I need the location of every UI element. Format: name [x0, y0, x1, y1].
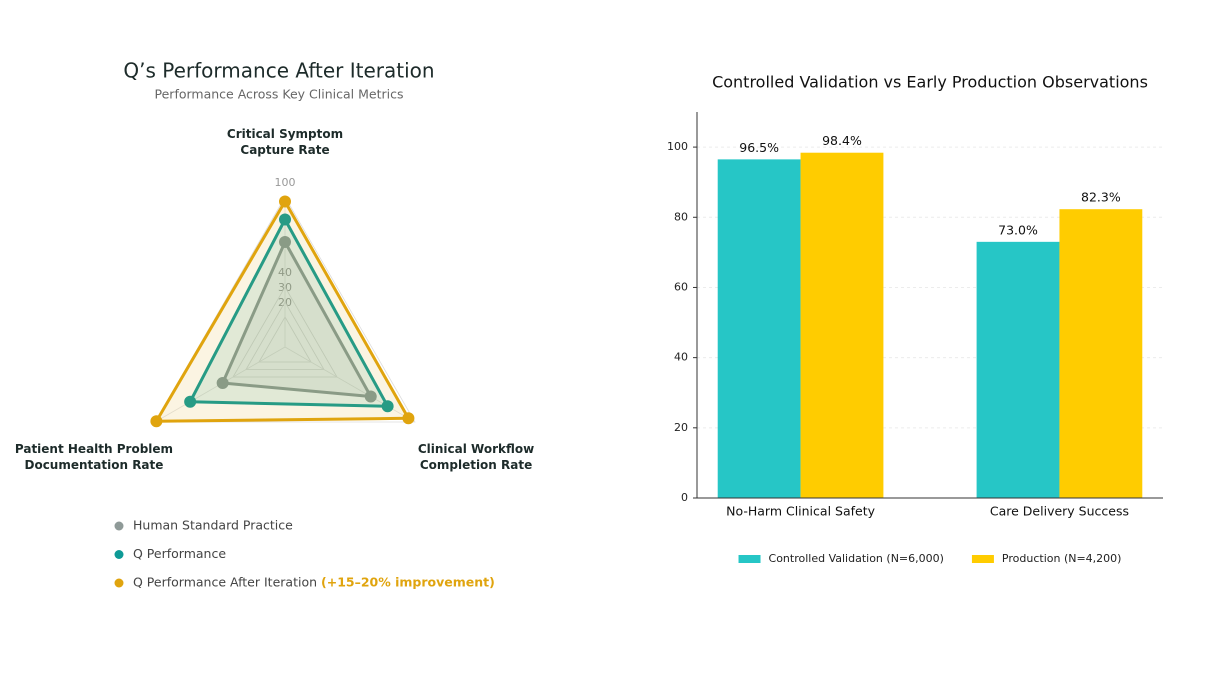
bar [717, 159, 801, 498]
legend-marker [114, 550, 124, 559]
y-tick-label: 80 [674, 210, 688, 223]
axis-label: Patient Health Problem Documentation Rat… [14, 442, 174, 473]
legend-swatch [738, 555, 761, 563]
radar-area [221, 240, 373, 398]
radar-area [154, 200, 410, 423]
x-tick-label: Care Delivery Success [990, 504, 1129, 519]
legend-label: Human Standard Practice [133, 518, 293, 533]
bar [976, 241, 1060, 498]
radar-point [150, 415, 163, 428]
y-tick-label: 40 [674, 351, 688, 364]
radar-point [364, 390, 377, 403]
radar-title: Q’s Performance After Iteration [123, 59, 434, 83]
grid-ring [232, 286, 338, 378]
legend-marker [114, 578, 124, 588]
x-tick-label: No-Harm Clinical Safety [726, 504, 876, 519]
radar-point [381, 400, 394, 413]
y-tick-label: 20 [674, 421, 688, 434]
y-tick-label: 60 [674, 280, 688, 293]
radar-point [279, 213, 291, 226]
grid-ring [258, 316, 312, 363]
axis-label: Critical Symptom Capture Rate [226, 127, 344, 157]
r-tick-label: 100 [275, 176, 296, 189]
axis-label: Clinical Workflow Completion Rate [417, 442, 535, 473]
radar-point [216, 377, 229, 389]
radar-point [184, 395, 197, 408]
grid-ring [245, 301, 325, 370]
bar [800, 152, 884, 499]
radar-axis [284, 346, 416, 423]
value-label: 98.4% [822, 133, 862, 148]
legend: Controlled Validation (N=6,000) Productio… [738, 552, 1122, 565]
legend-note: (+15–20% improvement) [321, 575, 495, 590]
radar-point [279, 195, 291, 208]
radar-point [279, 236, 291, 248]
bar-title: Controlled Validation vs Early Productio… [712, 73, 1148, 92]
y-tick-label: 0 [681, 491, 688, 504]
legend-swatch [971, 555, 994, 563]
legend-label: Controlled Validation (N=6,000) [769, 552, 944, 565]
legend-marker [114, 521, 124, 531]
radar-area [188, 218, 390, 408]
legend-label: Production (N=4,200) [1002, 552, 1122, 565]
legend-label: Q Performance After Iteration [133, 575, 317, 590]
grid-ring [154, 196, 416, 423]
radar-subtitle: Performance Across Key Clinical Metrics [155, 87, 404, 102]
legend-label: Q Performance [133, 546, 226, 561]
radar-point [402, 412, 415, 425]
value-label: 73.0% [998, 222, 1038, 237]
value-label: 96.5% [739, 140, 779, 155]
bar [1059, 209, 1143, 498]
value-label: 82.3% [1081, 190, 1121, 205]
y-tick-label: 100 [667, 140, 688, 153]
